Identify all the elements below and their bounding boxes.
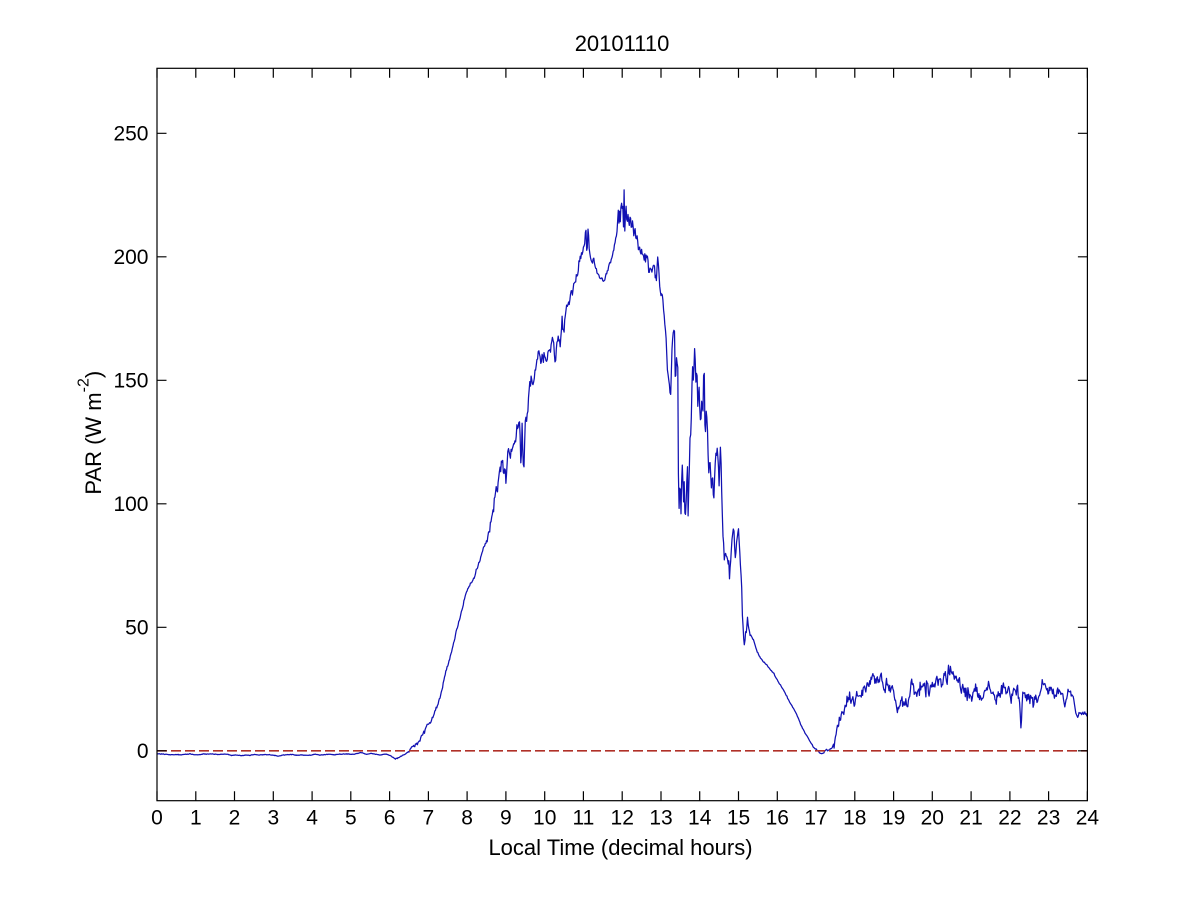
svg-text:3: 3 (267, 807, 279, 830)
svg-text:18: 18 (843, 807, 866, 830)
svg-text:100: 100 (113, 493, 148, 516)
svg-text:7: 7 (423, 807, 435, 830)
svg-text:16: 16 (766, 807, 789, 830)
svg-text:20101110: 20101110 (575, 31, 670, 56)
svg-text:15: 15 (727, 807, 750, 830)
svg-text:9: 9 (500, 807, 512, 830)
svg-text:24: 24 (1076, 807, 1100, 830)
svg-text:4: 4 (306, 807, 318, 830)
svg-text:19: 19 (882, 807, 905, 830)
svg-text:17: 17 (804, 807, 827, 830)
svg-text:12: 12 (611, 807, 634, 830)
svg-text:0: 0 (151, 807, 163, 830)
svg-text:21: 21 (959, 807, 982, 830)
svg-text:1: 1 (190, 807, 202, 830)
svg-text:250: 250 (113, 123, 148, 146)
svg-text:6: 6 (384, 807, 396, 830)
svg-text:20: 20 (921, 807, 944, 830)
svg-text:200: 200 (113, 246, 148, 269)
svg-text:13: 13 (649, 807, 672, 830)
svg-text:0: 0 (137, 740, 149, 763)
svg-text:50: 50 (125, 617, 148, 640)
svg-text:PAR (W m-2): PAR (W m-2) (75, 371, 106, 495)
svg-text:5: 5 (345, 807, 357, 830)
svg-text:23: 23 (1037, 807, 1060, 830)
svg-text:8: 8 (461, 807, 473, 830)
svg-text:10: 10 (533, 807, 556, 830)
svg-text:Local Time (decimal hours): Local Time (decimal hours) (488, 835, 752, 860)
svg-text:22: 22 (998, 807, 1021, 830)
svg-text:2: 2 (229, 807, 241, 830)
svg-text:11: 11 (572, 807, 594, 830)
svg-text:150: 150 (113, 370, 148, 393)
svg-text:14: 14 (688, 807, 712, 830)
